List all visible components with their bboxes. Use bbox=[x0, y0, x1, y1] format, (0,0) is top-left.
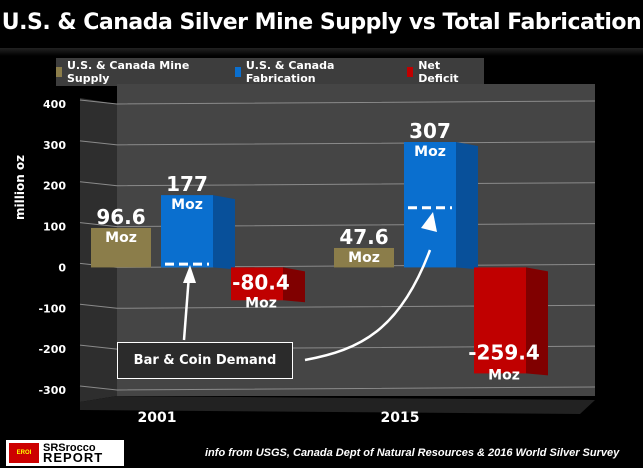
bar-u-s-canada-fabrication-2015 bbox=[404, 141, 456, 268]
y-tick-label: 400 bbox=[43, 98, 66, 111]
y-tick-label: 300 bbox=[43, 139, 66, 152]
bar-u-s-canada-mine-supply-2015 bbox=[334, 247, 394, 268]
source-credit: info from USGS, Canada Dept of Natural R… bbox=[205, 447, 620, 459]
data-label-unit: Moz bbox=[245, 295, 277, 311]
y-tick-label: 0 bbox=[58, 261, 66, 274]
x-category-label: 2015 bbox=[381, 410, 420, 426]
y-tick-label: -300 bbox=[38, 384, 66, 397]
bar-net-deficit-2001 bbox=[231, 267, 283, 301]
gridline bbox=[79, 99, 596, 105]
gridline bbox=[79, 303, 596, 309]
bar-u-s-canada-fabrication-2001 bbox=[161, 195, 213, 268]
arrowhead-icon bbox=[421, 212, 437, 232]
logo-badge: EROI bbox=[9, 443, 39, 463]
y-tick-label: 200 bbox=[43, 180, 66, 193]
bar-side bbox=[283, 267, 305, 303]
data-label-value: -80.4 bbox=[232, 270, 290, 294]
logo-line1: SRSrocco bbox=[43, 442, 96, 454]
data-label-unit: Moz bbox=[414, 144, 446, 160]
legend-label: U.S. & Canada Mine Supply bbox=[66, 59, 190, 85]
annotation-bar-coin-demand: Bar & Coin Demand bbox=[117, 342, 293, 379]
annotation-arrow-2015 bbox=[304, 249, 432, 362]
legend-swatch-mine-supply bbox=[56, 67, 62, 77]
y-tick-label: 100 bbox=[43, 221, 66, 234]
legend: U.S. & Canada Mine Supply U.S. & Canada … bbox=[56, 58, 484, 86]
bar-side bbox=[213, 195, 235, 270]
legend-swatch-fabrication bbox=[234, 67, 241, 77]
legend-label: U.S. & Canada Fabrication bbox=[245, 59, 335, 85]
data-label-unit: Moz bbox=[348, 250, 380, 266]
bar-u-s-canada-mine-supply-2001 bbox=[91, 227, 151, 268]
legend-item-mine-supply: U.S. & Canada Mine Supply bbox=[56, 59, 235, 85]
data-label-unit: Moz bbox=[105, 230, 137, 246]
arrowhead-icon bbox=[183, 265, 196, 283]
srsrocco-logo: EROI SRSrocco REPORT bbox=[6, 440, 124, 466]
x-category-label: 2001 bbox=[138, 410, 177, 426]
y-tick-label: -200 bbox=[38, 343, 66, 356]
y-tick-label: -100 bbox=[38, 302, 66, 315]
data-label-value: 177 bbox=[166, 172, 208, 196]
legend-item-fabrication: U.S. & Canada Fabrication bbox=[234, 59, 407, 85]
plot-floor bbox=[80, 396, 595, 414]
gridline bbox=[79, 385, 596, 391]
data-label-value: 47.6 bbox=[339, 225, 388, 249]
data-label-unit: Moz bbox=[488, 367, 520, 383]
data-label-value: 96.6 bbox=[96, 205, 145, 229]
data-label-unit: Moz bbox=[171, 197, 203, 213]
legend-item-net-deficit: Net Deficit bbox=[407, 59, 484, 85]
title-band bbox=[0, 48, 643, 56]
legend-label: Net Deficit bbox=[418, 59, 459, 85]
data-label-value: -259.4 bbox=[468, 340, 540, 364]
logo-line2: REPORT bbox=[43, 450, 104, 465]
legend-swatch-net-deficit bbox=[407, 67, 414, 77]
data-label-value: 307 bbox=[409, 119, 451, 143]
chart-title: U.S. & Canada Silver Mine Supply vs Tota… bbox=[1, 10, 642, 35]
bar-side bbox=[456, 141, 478, 270]
bar-net-deficit-2015 bbox=[474, 267, 526, 374]
bar-side bbox=[526, 267, 548, 376]
annotation-arrow-2001 bbox=[182, 274, 191, 341]
